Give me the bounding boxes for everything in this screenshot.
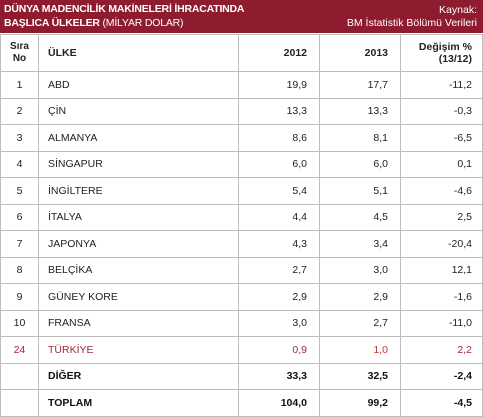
- cell-change: -20,4: [400, 230, 483, 258]
- col-header-2012: 2012: [238, 34, 320, 72]
- table-subtitle: BAŞLICA ÜLKELER (MİLYAR DOLAR): [4, 17, 184, 29]
- cell-2013: 99,2: [319, 389, 401, 417]
- data-table: Sıra No ÜLKE 2012 2013 Değişim % (13/12) 1…: [0, 34, 483, 417]
- cell-country: SİNGAPUR: [38, 150, 239, 178]
- cell-rank: 1: [0, 71, 39, 99]
- cell-2013: 5,1: [319, 177, 401, 205]
- cell-change: -6,5: [400, 124, 483, 152]
- cell-2012: 0,9: [238, 336, 320, 364]
- table-row: 5 İNGİLTERE 5,4 5,1 -4,6: [0, 177, 483, 205]
- cell-2013: 32,5: [319, 362, 401, 390]
- cell-2013: 1,0: [319, 336, 401, 364]
- cell-2012: 2,9: [238, 283, 320, 311]
- cell-change: 12,1: [400, 256, 483, 284]
- cell-2012: 8,6: [238, 124, 320, 152]
- cell-country: İNGİLTERE: [38, 177, 239, 205]
- cell-change: -11,0: [400, 309, 483, 337]
- column-header-row: Sıra No ÜLKE 2012 2013 Değişim % (13/12): [0, 34, 483, 72]
- cell-2012: 33,3: [238, 362, 320, 390]
- source-value: BM İstatistik Bölümü Verileri: [346, 17, 477, 29]
- table-title: DÜNYA MADENCİLİK MAKİNELERİ İHRACATINDA: [4, 3, 245, 15]
- cell-country: ALMANYA: [38, 124, 239, 152]
- cell-country: GÜNEY KORE: [38, 283, 239, 311]
- cell-change: -11,2: [400, 71, 483, 99]
- source-label: Kaynak:: [439, 4, 477, 16]
- cell-rank: 7: [0, 230, 39, 258]
- cell-2013: 8,1: [319, 124, 401, 152]
- cell-country: FRANSA: [38, 309, 239, 337]
- cell-2013: 17,7: [319, 71, 401, 99]
- table-row: 2 ÇİN 13,3 13,3 -0,3: [0, 97, 483, 125]
- cell-country: ÇİN: [38, 97, 239, 125]
- cell-country: DİĞER: [38, 362, 239, 390]
- cell-country: BELÇİKA: [38, 256, 239, 284]
- table-row-highlighted: 24 TÜRKİYE 0,9 1,0 2,2: [0, 336, 483, 364]
- cell-2012: 5,4: [238, 177, 320, 205]
- cell-rank: 10: [0, 309, 39, 337]
- cell-change: -4,5: [400, 389, 483, 417]
- cell-change: 2,2: [400, 336, 483, 364]
- cell-2012: 3,0: [238, 309, 320, 337]
- table-row: 7 JAPONYA 4,3 3,4 -20,4: [0, 230, 483, 258]
- table-row-other: DİĞER 33,3 32,5 -2,4: [0, 362, 483, 390]
- table-header-bar: DÜNYA MADENCİLİK MAKİNELERİ İHRACATINDA …: [0, 0, 483, 33]
- cell-change: -4,6: [400, 177, 483, 205]
- cell-rank: 9: [0, 283, 39, 311]
- cell-country: JAPONYA: [38, 230, 239, 258]
- cell-2012: 104,0: [238, 389, 320, 417]
- table-row: 6 İTALYA 4,4 4,5 2,5: [0, 203, 483, 231]
- cell-rank: 6: [0, 203, 39, 231]
- cell-change: 2,5: [400, 203, 483, 231]
- cell-2013: 2,7: [319, 309, 401, 337]
- table-subtitle-unit: (MİLYAR DOLAR): [99, 17, 184, 29]
- cell-2013: 3,0: [319, 256, 401, 284]
- cell-2013: 2,9: [319, 283, 401, 311]
- table-row: 9 GÜNEY KORE 2,9 2,9 -1,6: [0, 283, 483, 311]
- cell-rank-empty: [0, 362, 39, 390]
- cell-2013: 4,5: [319, 203, 401, 231]
- table-row: 3 ALMANYA 8,6 8,1 -6,5: [0, 124, 483, 152]
- cell-change: -1,6: [400, 283, 483, 311]
- col-header-change-line1: Değişim %: [418, 41, 472, 53]
- col-header-change: Değişim % (13/12): [400, 34, 483, 72]
- cell-country: TÜRKİYE: [38, 336, 239, 364]
- cell-2012: 4,4: [238, 203, 320, 231]
- table-row: 4 SİNGAPUR 6,0 6,0 0,1: [0, 150, 483, 178]
- table-row-total: TOPLAM 104,0 99,2 -4,5: [0, 389, 483, 417]
- cell-2013: 6,0: [319, 150, 401, 178]
- table-row: 1 ABD 19,9 17,7 -11,2: [0, 71, 483, 99]
- cell-2013: 13,3: [319, 97, 401, 125]
- cell-2012: 6,0: [238, 150, 320, 178]
- cell-rank: 4: [0, 150, 39, 178]
- cell-2012: 4,3: [238, 230, 320, 258]
- cell-2013: 3,4: [319, 230, 401, 258]
- cell-country: TOPLAM: [38, 389, 239, 417]
- col-header-rank: Sıra No: [0, 34, 39, 72]
- cell-rank: 2: [0, 97, 39, 125]
- table-row: 10 FRANSA 3,0 2,7 -11,0: [0, 309, 483, 337]
- table-subtitle-bold: BAŞLICA ÜLKELER: [4, 17, 100, 29]
- cell-change: 0,1: [400, 150, 483, 178]
- cell-2012: 2,7: [238, 256, 320, 284]
- cell-change: -0,3: [400, 97, 483, 125]
- cell-rank-empty: [0, 389, 39, 417]
- cell-2012: 13,3: [238, 97, 320, 125]
- col-header-rank-line2: No: [12, 53, 27, 64]
- col-header-change-line2: (13/12): [438, 53, 472, 65]
- table-row: 8 BELÇİKA 2,7 3,0 12,1: [0, 256, 483, 284]
- cell-rank: 24: [0, 336, 39, 364]
- col-header-2013: 2013: [319, 34, 401, 72]
- cell-rank: 8: [0, 256, 39, 284]
- cell-change: -2,4: [400, 362, 483, 390]
- cell-country: ABD: [38, 71, 239, 99]
- col-header-rank-line1: Sıra: [10, 41, 29, 52]
- cell-rank: 5: [0, 177, 39, 205]
- cell-rank: 3: [0, 124, 39, 152]
- cell-2012: 19,9: [238, 71, 320, 99]
- cell-country: İTALYA: [38, 203, 239, 231]
- col-header-country: ÜLKE: [38, 34, 239, 72]
